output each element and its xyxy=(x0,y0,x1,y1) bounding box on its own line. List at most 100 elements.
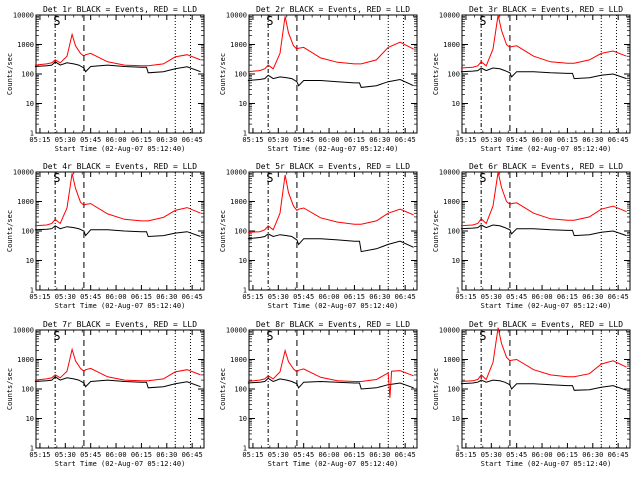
x-tick-label: 06:00 xyxy=(106,293,127,301)
y-tick-label: 1 xyxy=(30,287,34,295)
plot-frame xyxy=(461,171,631,291)
lld-series-line xyxy=(460,327,627,382)
y-tick-label: 10000 xyxy=(439,327,460,335)
y-tick-label: 1000 xyxy=(230,198,247,206)
y-tick-label: 10000 xyxy=(13,169,34,177)
y-axis-label: Counts/sec xyxy=(432,210,440,252)
x-tick-label: 06:00 xyxy=(319,293,340,301)
y-tick-label: 10 xyxy=(452,257,460,265)
x-tick-label: 06:30 xyxy=(582,293,603,301)
y-tick-label: 10 xyxy=(26,100,34,108)
detector-panel: Det 5r BLACK = Events, RED = LLD 1 10 100 10… xyxy=(219,162,418,310)
events-series-line xyxy=(247,233,414,253)
x-tick-label: 06:45 xyxy=(608,451,629,459)
x-tick-label: 05:45 xyxy=(506,136,527,144)
x-tick-label: 06:15 xyxy=(131,451,152,459)
panel-title: Det 2r BLACK = Events, RED = LLD xyxy=(256,5,410,14)
y-tick-label: 1 xyxy=(456,130,460,138)
x-axis-label: Start Time (02-Aug-07 05:12:40) xyxy=(55,145,186,153)
x-tick-label: 05:15 xyxy=(29,451,50,459)
x-axis-label: Start Time (02-Aug-07 05:12:40) xyxy=(268,302,399,310)
x-tick-label: 05:45 xyxy=(80,293,101,301)
lld-series-line xyxy=(460,171,627,227)
detector-panel: Det 8r BLACK = Events, RED = LLD 1 10 100 10… xyxy=(219,320,418,468)
x-tick-label: 05:45 xyxy=(293,451,314,459)
y-tick-label: 10 xyxy=(239,415,247,423)
y-tick-label: 100 xyxy=(234,386,247,394)
plot-frame xyxy=(35,14,205,134)
x-tick-label: 06:30 xyxy=(156,451,177,459)
x-tick-label: 05:15 xyxy=(242,451,263,459)
x-tick-label: 05:45 xyxy=(293,136,314,144)
x-tick-label: 06:45 xyxy=(182,293,203,301)
x-axis-label: Start Time (02-Aug-07 05:12:40) xyxy=(481,145,612,153)
x-tick-label: 06:15 xyxy=(557,293,578,301)
x-axis-label: Start Time (02-Aug-07 05:12:40) xyxy=(268,460,399,468)
detector-panel: Det 6r BLACK = Events, RED = LLD 1 10 100 10… xyxy=(432,162,631,310)
x-tick-label: 06:00 xyxy=(106,136,127,144)
event-marker: S xyxy=(266,171,273,185)
detector-panel: Det 7r BLACK = Events, RED = LLD 1 10 100 10… xyxy=(6,320,205,468)
plot-frame xyxy=(461,14,631,134)
x-tick-label: 05:45 xyxy=(506,451,527,459)
y-tick-label: 10 xyxy=(26,415,34,423)
x-tick-label: 06:00 xyxy=(106,451,127,459)
lld-series-line xyxy=(34,173,201,227)
panel-title: Det 5r BLACK = Events, RED = LLD xyxy=(256,162,410,171)
events-series-line xyxy=(34,376,201,389)
x-tick-label: 06:15 xyxy=(131,293,152,301)
events-series-line xyxy=(34,225,201,238)
x-tick-label: 06:15 xyxy=(557,451,578,459)
event-marker: S xyxy=(266,14,273,28)
y-tick-label: 100 xyxy=(21,71,34,79)
y-tick-label: 100 xyxy=(447,228,460,236)
events-series-line xyxy=(247,377,414,390)
y-tick-label: 10 xyxy=(452,100,460,108)
y-axis-label: Counts/sec xyxy=(219,368,227,410)
y-axis-label: Counts/sec xyxy=(219,53,227,95)
lld-series-line xyxy=(247,16,414,73)
lld-series-line xyxy=(34,32,201,67)
y-axis-label: Counts/sec xyxy=(6,53,14,95)
detector-panel: Det 1r BLACK = Events, RED = LLD 1 10 100 10… xyxy=(6,5,205,153)
x-tick-label: 06:45 xyxy=(608,136,629,144)
x-tick-label: 06:15 xyxy=(344,293,365,301)
events-series-line xyxy=(460,379,627,391)
y-tick-label: 1000 xyxy=(443,198,460,206)
x-axis-label: Start Time (02-Aug-07 05:12:40) xyxy=(481,460,612,468)
x-tick-label: 06:00 xyxy=(532,136,553,144)
x-axis-label: Start Time (02-Aug-07 05:12:40) xyxy=(55,460,186,468)
x-tick-label: 05:15 xyxy=(242,136,263,144)
event-marker: S xyxy=(479,14,486,28)
x-axis-label: Start Time (02-Aug-07 05:12:40) xyxy=(55,302,186,310)
y-tick-label: 1 xyxy=(30,130,34,138)
x-tick-label: 05:30 xyxy=(268,136,289,144)
x-tick-label: 05:30 xyxy=(55,293,76,301)
y-tick-label: 1000 xyxy=(443,41,460,49)
y-tick-label: 1000 xyxy=(230,41,247,49)
events-series-line xyxy=(460,67,627,80)
panel-title: Det 7r BLACK = Events, RED = LLD xyxy=(43,320,197,329)
y-tick-label: 1000 xyxy=(17,356,34,364)
x-tick-label: 06:15 xyxy=(557,136,578,144)
panel-title: Det 1r BLACK = Events, RED = LLD xyxy=(43,5,197,14)
x-tick-label: 06:00 xyxy=(532,451,553,459)
y-tick-label: 100 xyxy=(447,71,460,79)
x-tick-label: 06:00 xyxy=(319,136,340,144)
panel-title: Det 3r BLACK = Events, RED = LLD xyxy=(469,5,623,14)
y-tick-label: 1000 xyxy=(230,356,247,364)
y-axis-label: Counts/sec xyxy=(432,368,440,410)
x-axis-label: Start Time (02-Aug-07 05:12:40) xyxy=(481,302,612,310)
y-tick-label: 1 xyxy=(30,445,34,453)
plot-frame xyxy=(248,171,418,291)
y-tick-label: 100 xyxy=(447,386,460,394)
panel-title: Det 6r BLACK = Events, RED = LLD xyxy=(469,162,623,171)
event-marker: S xyxy=(53,329,60,343)
events-series-line xyxy=(247,74,414,88)
x-tick-label: 05:30 xyxy=(481,451,502,459)
panel-title: Det 4r BLACK = Events, RED = LLD xyxy=(43,162,197,171)
x-tick-label: 06:15 xyxy=(344,136,365,144)
y-tick-label: 10000 xyxy=(439,169,460,177)
y-tick-label: 10000 xyxy=(439,12,460,20)
